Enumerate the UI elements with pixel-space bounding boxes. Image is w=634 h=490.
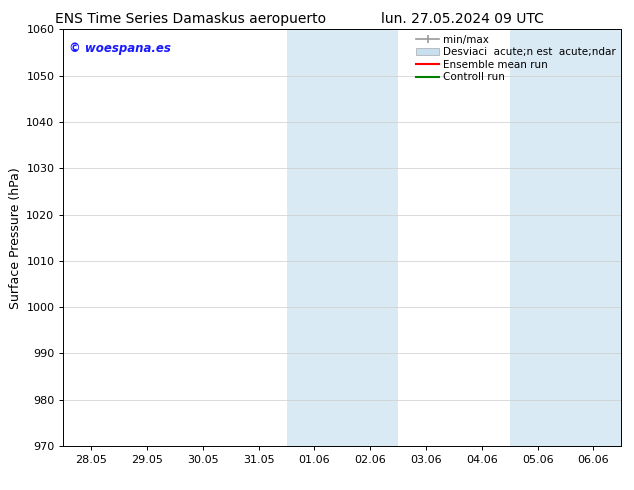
Text: lun. 27.05.2024 09 UTC: lun. 27.05.2024 09 UTC (382, 12, 544, 26)
Y-axis label: Surface Pressure (hPa): Surface Pressure (hPa) (9, 167, 22, 309)
Bar (287, 29, 398, 446)
Text: © woespana.es: © woespana.es (69, 42, 171, 55)
Bar (510, 29, 621, 446)
Text: ENS Time Series Damaskus aeropuerto: ENS Time Series Damaskus aeropuerto (55, 12, 326, 26)
Legend: min/max, Desviaci  acute;n est  acute;ndar, Ensemble mean run, Controll run: min/max, Desviaci acute;n est acute;ndar… (414, 32, 618, 84)
